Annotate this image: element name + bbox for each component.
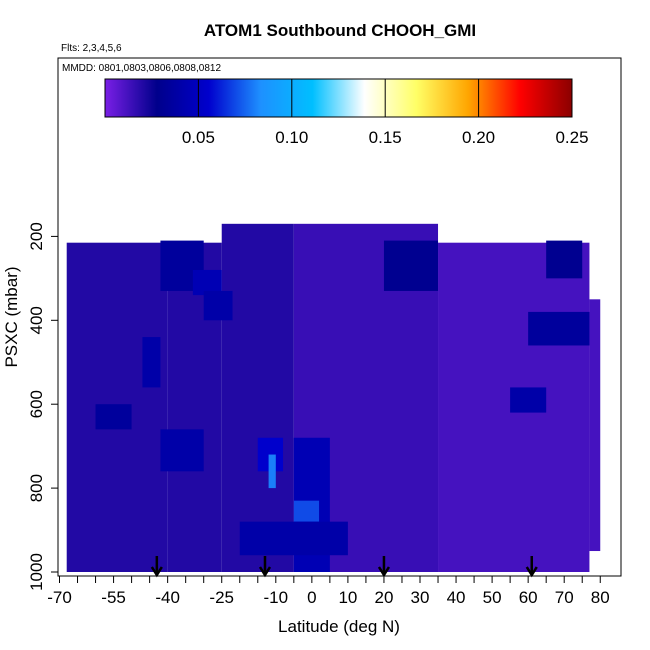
y-axis-label: PSXC (mbar): [2, 266, 21, 367]
x-axis: -70 -55 -40 -25 -10 0 10 20 30 40 50 60 70 80: [47, 576, 610, 607]
y-tick-label: 800: [27, 474, 46, 502]
flight-marker-arrow: [525, 556, 538, 578]
x-tick-label: -25: [209, 588, 234, 607]
y-tick-label: 200: [27, 222, 46, 250]
x-tick-label: 60: [519, 588, 538, 607]
colorbar-tick-label: 0.20: [462, 128, 495, 147]
y-tick-label: 600: [27, 390, 46, 418]
x-tick-label: -40: [155, 588, 180, 607]
flights-label: Flts: 2,3,4,5,6: [61, 43, 122, 54]
heatmap-patch: [546, 240, 583, 279]
heatmap-patch: [383, 240, 439, 291]
colorbar-tick-label: 0.10: [275, 128, 308, 147]
heatmap-patch: [528, 311, 590, 346]
heatmap-patch: [160, 429, 204, 472]
colorbar-tick-label: 0.05: [182, 128, 215, 147]
heatmap-patch: [293, 500, 320, 522]
x-tick-label: 20: [374, 588, 393, 607]
y-tick-label: 1000: [27, 553, 46, 591]
x-tick-label: 30: [411, 588, 430, 607]
dates-label: MMDD: 0801,0803,0806,0808,0812: [62, 63, 221, 74]
heatmap-patch: [142, 337, 161, 388]
x-tick-label: -55: [101, 588, 126, 607]
heatmap-patch: [95, 404, 132, 430]
heatmap: [66, 223, 601, 572]
flight-markers: [150, 556, 538, 578]
plot-frame: [57, 57, 622, 577]
y-axis: 200 400 600 800 1000: [27, 222, 58, 591]
x-tick-label: -70: [47, 588, 72, 607]
x-axis-label: Latitude (deg N): [278, 617, 400, 636]
x-tick-label: 10: [338, 588, 357, 607]
x-tick-label: 80: [591, 588, 610, 607]
x-tick-label: 50: [483, 588, 502, 607]
heatmap-region: [589, 299, 601, 552]
heatmap-patch: [203, 290, 233, 321]
heatmap-patch: [268, 454, 276, 489]
x-tick-label: -10: [264, 588, 289, 607]
flight-marker-arrow: [258, 556, 272, 578]
y-tick-label: 400: [27, 306, 46, 334]
chart-title: ATOM1 Southbound CHOOH_GMI: [204, 21, 476, 40]
colorbar-tick-label: 0.25: [555, 128, 588, 147]
colorbar-tick-label: 0.15: [369, 128, 402, 147]
heatmap-region: [221, 223, 294, 572]
x-tick-label: 40: [447, 588, 466, 607]
x-tick-label: 70: [555, 588, 574, 607]
x-tick-label: 0: [307, 588, 316, 607]
colorbar-ticks: 0.05 0.10 0.15 0.20 0.25: [182, 79, 589, 147]
colorbar: [104, 78, 573, 118]
heatmap-patch: [510, 387, 547, 413]
flight-marker-arrow: [150, 556, 163, 578]
flight-marker-arrow: [377, 556, 391, 578]
heatmap-patch: [239, 521, 348, 556]
